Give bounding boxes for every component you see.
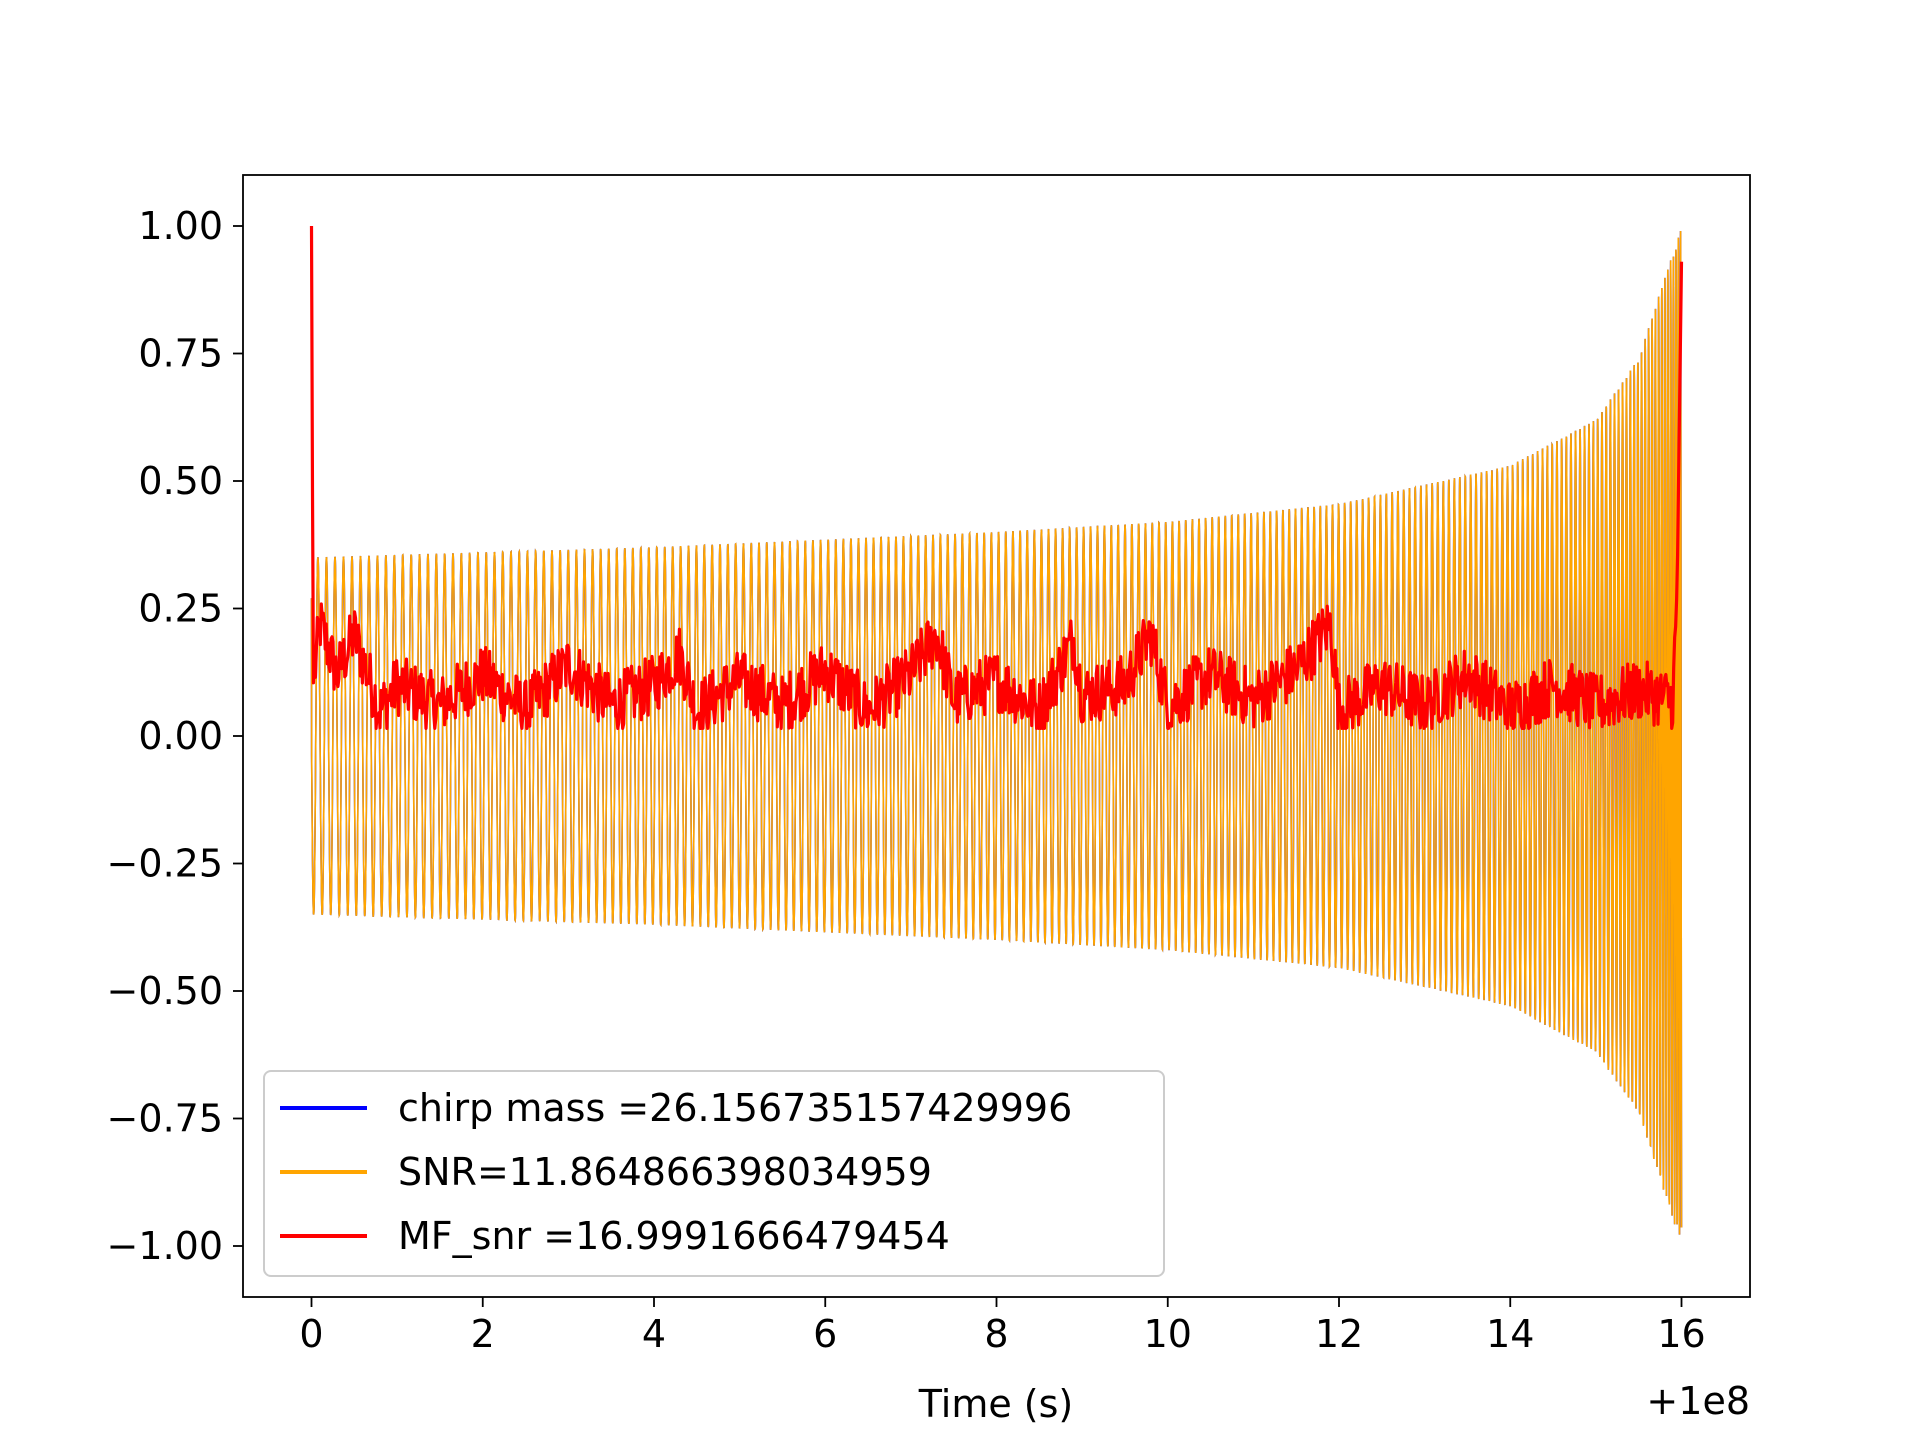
series-layer bbox=[309, 225, 1684, 1235]
y-axis: 1.00 0.75 0.50 0.25 0.00 −0.25 −0.50 −0.75 −1.00 bbox=[107, 204, 243, 1268]
series-line-mf-snr bbox=[309, 225, 1684, 730]
legend-label-mf-snr: MF_snr =16.9991666479454 bbox=[398, 1214, 950, 1258]
y-tick-label: 1.00 bbox=[138, 204, 223, 248]
x-tick-label: 2 bbox=[471, 1312, 495, 1356]
y-tick-label: −1.00 bbox=[107, 1224, 223, 1268]
legend: chirp mass =26.156735157429996 SNR=11.86… bbox=[263, 1070, 1165, 1277]
y-tick-label: 0.75 bbox=[138, 332, 223, 376]
x-axis: 0 2 4 6 8 10 12 14 16 bbox=[299, 1297, 1706, 1356]
y-tick-label: 0.25 bbox=[138, 587, 223, 631]
x-tick-label: 4 bbox=[642, 1312, 666, 1356]
x-tick-label: 14 bbox=[1486, 1312, 1534, 1356]
x-tick-label: 8 bbox=[984, 1312, 1008, 1356]
legend-label-snr: SNR=11.864866398034959 bbox=[398, 1150, 932, 1194]
y-tick-label: 0.00 bbox=[138, 714, 223, 758]
x-tick-label: 6 bbox=[813, 1312, 837, 1356]
x-tick-label: 12 bbox=[1315, 1312, 1363, 1356]
x-axis-label: Time (s) bbox=[918, 1382, 1074, 1426]
y-tick-label: 0.50 bbox=[138, 459, 223, 503]
legend-frame bbox=[263, 1070, 1165, 1277]
x-tick-label: 0 bbox=[299, 1312, 323, 1356]
y-tick-label: −0.25 bbox=[107, 842, 223, 886]
y-tick-label: −0.75 bbox=[107, 1097, 223, 1141]
x-tick-label: 16 bbox=[1657, 1312, 1705, 1356]
x-offset-label: +1e8 bbox=[1646, 1379, 1750, 1423]
y-tick-label: −0.50 bbox=[107, 969, 223, 1013]
legend-label-chirp-mass: chirp mass =26.156735157429996 bbox=[398, 1086, 1072, 1130]
x-tick-label: 10 bbox=[1144, 1312, 1192, 1356]
